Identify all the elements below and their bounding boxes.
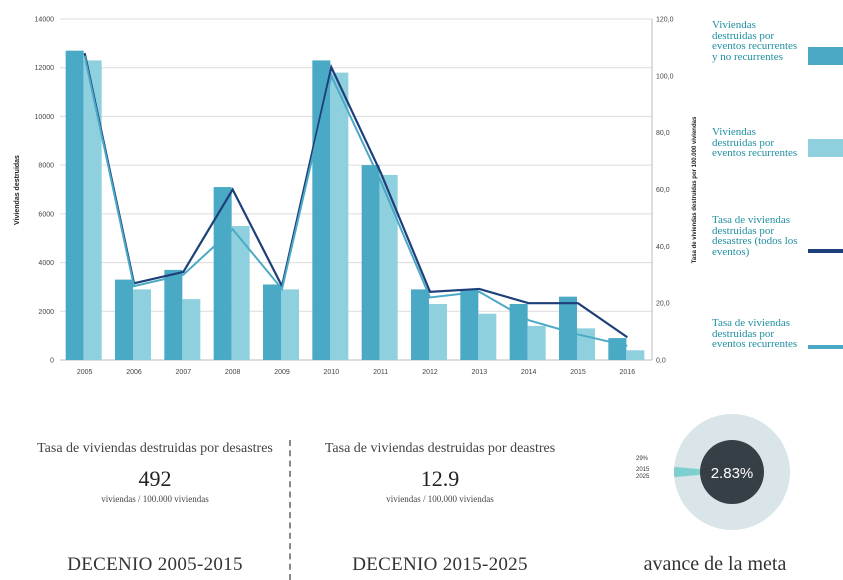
- bar: [281, 289, 299, 360]
- bar: [164, 269, 183, 360]
- y-tick-label-left: 4000: [38, 260, 54, 267]
- bar: [411, 289, 429, 360]
- decade-label-2: DECENIO 2015-2025: [352, 554, 528, 575]
- chart-legend: Viviendas destruidas por eventos recurre…: [712, 0, 843, 390]
- series-line: [83, 52, 628, 339]
- y-tick-label-right: 0,0: [656, 358, 666, 365]
- y-tick-label-left: 12000: [35, 65, 55, 72]
- goal-progress-donut: 2.83% 29% 2015 2025: [620, 412, 798, 532]
- donut-side-label-2: 2015: [636, 467, 650, 473]
- bar: [577, 328, 595, 360]
- bar: [527, 325, 546, 360]
- stat-title: Tasa de viviendas destruidas por deastre…: [324, 441, 556, 456]
- bar: [83, 60, 102, 361]
- stat-title: Tasa de viviendas destruidas por desastr…: [37, 441, 273, 456]
- bar: [263, 284, 281, 360]
- bar: [509, 303, 528, 360]
- bar: [626, 350, 645, 360]
- decade-label-1: DECENIO 2005-2015: [67, 554, 243, 575]
- bar: [231, 226, 250, 360]
- y-tick-label-left: 8000: [38, 163, 54, 170]
- chart-ticks: 0 2000 4000 6000 8000 10000 12000 14000 0,0 20,0 4…: [35, 17, 674, 377]
- bar: [559, 296, 577, 360]
- chart-bars: [65, 50, 645, 361]
- dashed-divider: [289, 440, 291, 580]
- y-axis-right-title: Tasa de viviendas destruidas por 100.000…: [692, 116, 698, 263]
- stat-value: 492: [138, 466, 172, 491]
- bar: [460, 289, 479, 360]
- stat-decade-2: Tasa de viviendas destruidas por deastre…: [305, 441, 575, 504]
- chart-lines: [83, 52, 628, 347]
- bar: [213, 187, 232, 360]
- x-tick-label: 2013: [472, 369, 488, 376]
- chart-grid: [60, 18, 653, 361]
- bar: [330, 72, 349, 360]
- x-tick-label: 2007: [176, 369, 192, 376]
- bar: [478, 313, 497, 360]
- stat-unit: viviendas / 100.000 viviendas: [101, 494, 209, 504]
- bar: [429, 303, 447, 360]
- stat-unit: viviendas / 100.000 viviendas: [386, 494, 494, 504]
- legend-label: Tasa de viviendas destruidas por eventos…: [712, 317, 798, 350]
- y-axis-left-title: Viviendas destruidas: [14, 155, 21, 225]
- legend-label: Viviendas destruidas por eventos recurre…: [712, 19, 798, 63]
- y-tick-label-right: 120,0: [656, 17, 674, 24]
- donut-graphic: 2.83%: [674, 414, 790, 530]
- bar-line-chart: 0 2000 4000 6000 8000 10000 12000 14000 0,0 20,0 4…: [14, 17, 698, 377]
- y-tick-label-left: 10000: [35, 114, 55, 121]
- legend-label: Viviendas destruidas por eventos recurre…: [712, 126, 798, 159]
- donut-percent-label: 2.83%: [711, 465, 754, 482]
- legend-swatch-line-light: [808, 345, 843, 349]
- y-tick-label-left: 0: [50, 358, 54, 365]
- y-tick-label-left: 2000: [38, 309, 54, 316]
- bar: [115, 279, 133, 360]
- bar: [361, 165, 380, 360]
- x-tick-label: 2016: [620, 369, 636, 376]
- y-tick-label-right: 60,0: [656, 187, 670, 194]
- bar: [65, 50, 84, 361]
- y-tick-label-right: 20,0: [656, 301, 670, 308]
- y-tick-label-right: 80,0: [656, 130, 670, 137]
- x-tick-label: 2014: [521, 369, 537, 376]
- y-tick-label-right: 100,0: [656, 73, 674, 80]
- y-tick-label-left: 14000: [35, 17, 55, 24]
- bar: [182, 299, 201, 360]
- stat-value: 12.9: [420, 466, 460, 491]
- y-tick-label-left: 6000: [38, 211, 54, 218]
- x-tick-label: 2011: [373, 369, 388, 376]
- legend-swatch-line-dark: [808, 249, 843, 253]
- x-tick-label: 2009: [274, 369, 290, 376]
- y-tick-label-right: 40,0: [656, 244, 670, 251]
- donut-center: [700, 440, 764, 504]
- bar: [133, 289, 151, 360]
- donut-side-label-1: 29%: [636, 456, 649, 462]
- series-line: [83, 55, 628, 347]
- x-tick-label: 2012: [422, 369, 438, 376]
- legend-swatch-bar-light: [808, 139, 843, 157]
- goal-title: avance de la meta: [643, 553, 787, 575]
- x-tick-label: 2006: [126, 369, 142, 376]
- x-tick-label: 2015: [570, 369, 586, 376]
- legend-swatch-bar-dark: [808, 47, 843, 65]
- x-tick-label: 2010: [324, 369, 340, 376]
- donut-side-label-3: 2025: [636, 474, 650, 480]
- legend-label: Tasa de viviendas destruidas por desastr…: [712, 214, 798, 258]
- x-tick-label: 2005: [77, 369, 93, 376]
- bar: [379, 174, 398, 360]
- x-tick-label: 2008: [225, 369, 241, 376]
- bar: [312, 60, 331, 361]
- stat-decade-1: Tasa de viviendas destruidas por desastr…: [20, 441, 290, 504]
